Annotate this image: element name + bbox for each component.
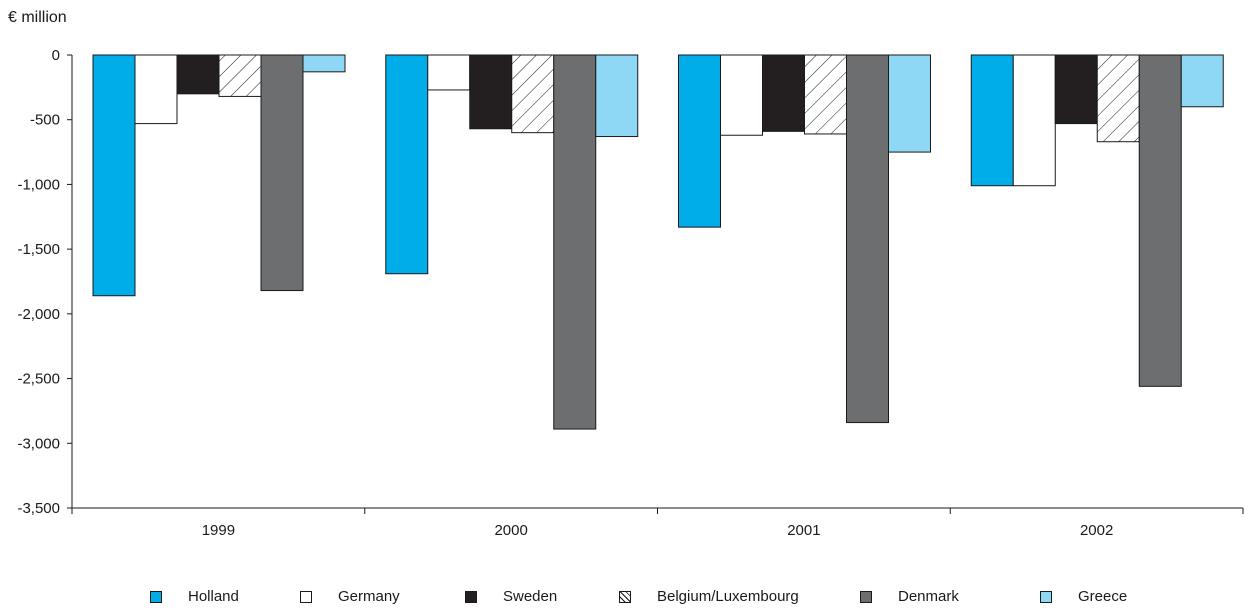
y-tick-label: -3,500 — [17, 500, 60, 517]
legend-item: Denmark — [860, 588, 959, 605]
bar-holland-2000 — [385, 54, 429, 275]
bar-denmark-2000 — [553, 54, 597, 430]
legend-swatch — [860, 590, 872, 603]
legend-item: Holland — [150, 588, 239, 605]
y-tick-label: -1,000 — [17, 176, 60, 193]
bar-holland-2002 — [970, 54, 1014, 187]
legend-swatch — [619, 590, 631, 603]
bar-greece-2001 — [888, 54, 931, 153]
chart-axes: 0 -500 -1,000 -1,500 -2,000 -2,500 -3,000 -3,50… — [17, 47, 1244, 539]
bar-sweden-2001 — [762, 54, 805, 132]
legend-label: Sweden — [503, 588, 558, 605]
legend-item: Greece — [1040, 588, 1127, 605]
legend-item: Belgium/Luxembourg — [619, 588, 799, 605]
y-tick-label: -3,000 — [17, 435, 60, 452]
chart-bars — [92, 54, 1224, 430]
bar-denmark-1999 — [260, 54, 304, 292]
x-tick-label: 2000 — [494, 522, 527, 539]
bar-holland-2001 — [678, 54, 721, 228]
legend-label: Germany — [338, 588, 400, 605]
bar-belgium-luxembourg-2002 — [1096, 54, 1140, 143]
y-tick-label: -500 — [30, 112, 60, 129]
bar-denmark-2002 — [1138, 54, 1182, 387]
bar-sweden-2002 — [1054, 54, 1098, 125]
bar-holland-1999 — [92, 54, 136, 297]
legend-swatch — [300, 590, 312, 603]
legend-label: Belgium/Luxembourg — [657, 588, 799, 605]
legend-swatch — [150, 590, 162, 603]
legend-item: Sweden — [465, 588, 557, 605]
legend-swatch — [1040, 590, 1052, 603]
bar-sweden-2000 — [469, 54, 513, 130]
bar-germany-1999 — [134, 54, 178, 125]
bar-greece-2000 — [595, 54, 639, 138]
legend-label: Holland — [188, 588, 239, 605]
bar-sweden-1999 — [176, 54, 220, 95]
x-tick-label: 2001 — [787, 522, 820, 539]
bar-belgium-luxembourg-2001 — [804, 54, 847, 135]
bar-belgium-luxembourg-1999 — [218, 54, 262, 97]
legend-label: Greece — [1078, 588, 1128, 605]
bar-germany-2001 — [720, 54, 763, 136]
x-tick-label: 1999 — [202, 522, 235, 539]
bar-denmark-2001 — [846, 54, 889, 424]
legend: Holland Germany Sweden Belgium/Luxembourg De… — [0, 588, 1245, 610]
y-axis-unit-label: € million — [8, 9, 67, 26]
bar-chart: 0 -500 -1,000 -1,500 -2,000 -2,500 -3,000 -3,50… — [17, 47, 1244, 539]
bar-germany-2002 — [1012, 54, 1056, 187]
legend-label: Denmark — [898, 588, 959, 605]
bar-belgium-luxembourg-2000 — [511, 54, 555, 134]
y-tick-label: -2,000 — [17, 306, 60, 323]
bar-greece-2002 — [1180, 54, 1224, 108]
x-tick-label: 2002 — [1080, 522, 1113, 539]
legend-swatch — [465, 590, 477, 603]
y-tick-label: -1,500 — [17, 241, 60, 258]
legend-item: Germany — [300, 588, 400, 605]
y-tick-label: -2,500 — [17, 371, 60, 388]
y-tick-label: 0 — [52, 47, 60, 64]
bar-greece-1999 — [302, 54, 346, 73]
bar-germany-2000 — [427, 54, 471, 91]
